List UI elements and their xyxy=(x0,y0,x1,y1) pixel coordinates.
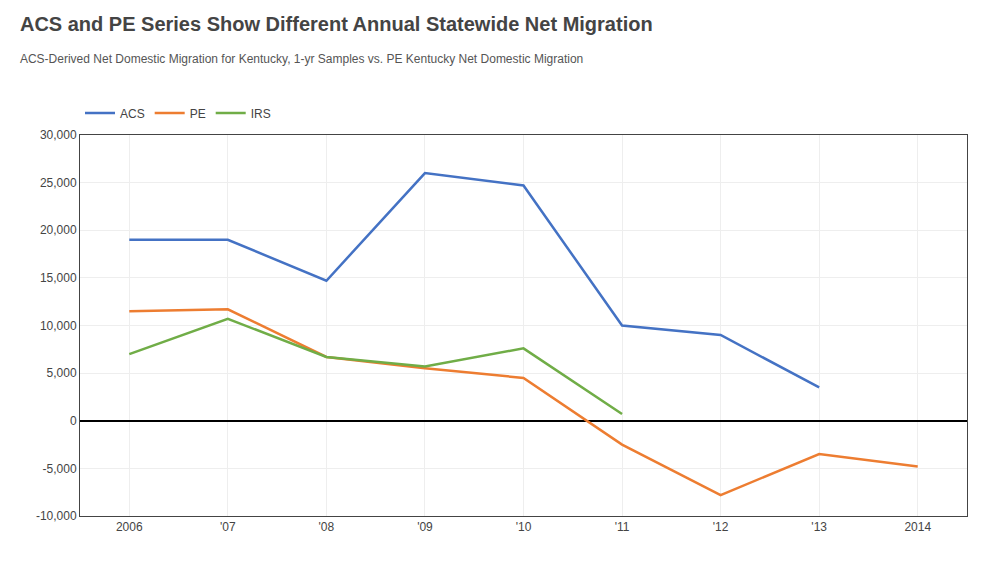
svg-text:'07: '07 xyxy=(220,520,236,534)
svg-text:ACS and PE Series Show Differe: ACS and PE Series Show Different Annual … xyxy=(20,13,653,35)
svg-text:'11: '11 xyxy=(615,520,630,534)
svg-text:-10,000: -10,000 xyxy=(36,509,77,523)
svg-text:ACS: ACS xyxy=(120,107,145,121)
svg-text:'10: '10 xyxy=(516,520,532,534)
svg-text:'08: '08 xyxy=(319,520,335,534)
svg-text:ACS-Derived Net Domestic Migra: ACS-Derived Net Domestic Migration for K… xyxy=(20,52,583,66)
svg-text:'12: '12 xyxy=(713,520,729,534)
svg-text:10,000: 10,000 xyxy=(40,319,77,333)
svg-text:2006: 2006 xyxy=(116,520,143,534)
svg-text:-5,000: -5,000 xyxy=(43,462,77,476)
svg-text:30,000: 30,000 xyxy=(40,128,77,142)
svg-text:PE: PE xyxy=(190,107,206,121)
svg-text:IRS: IRS xyxy=(251,107,271,121)
svg-text:25,000: 25,000 xyxy=(40,176,77,190)
svg-text:20,000: 20,000 xyxy=(40,223,77,237)
svg-text:'13: '13 xyxy=(811,520,827,534)
svg-text:15,000: 15,000 xyxy=(40,271,77,285)
svg-text:'09: '09 xyxy=(417,520,433,534)
svg-text:5,000: 5,000 xyxy=(47,366,77,380)
svg-text:0: 0 xyxy=(70,414,77,428)
svg-text:2014: 2014 xyxy=(904,520,931,534)
